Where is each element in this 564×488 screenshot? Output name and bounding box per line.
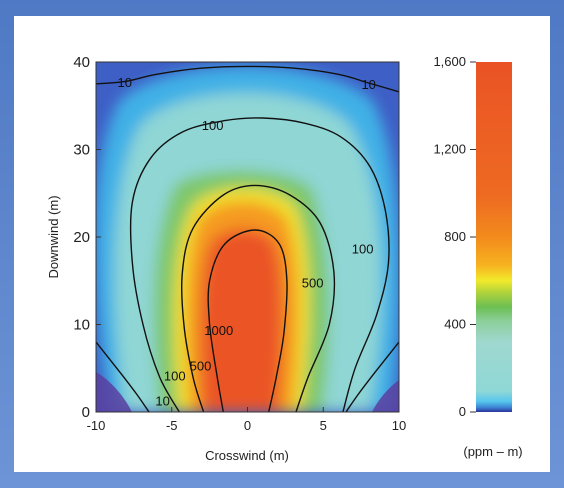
x-tick-label: 10 — [392, 418, 406, 433]
x-axis: -10 -5 0 5 10 — [87, 407, 406, 433]
x-axis-label: Crosswind (m) — [205, 448, 289, 463]
contour-label-100: 100 — [202, 118, 224, 133]
colorbar-label: (ppm – m) — [463, 444, 522, 459]
x-tick-label: -5 — [166, 418, 178, 433]
band-red — [200, 228, 283, 412]
colorbar — [476, 62, 512, 412]
contour-line-10 — [96, 341, 150, 412]
y-tick-label: 10 — [73, 317, 90, 334]
contour-label-100: 100 — [352, 241, 374, 256]
y-tick-label: 40 — [73, 54, 90, 71]
colorbar-tick-label: 0 — [459, 404, 466, 419]
contour-label-10: 10 — [118, 75, 132, 90]
x-tick-label: 0 — [244, 418, 251, 433]
colorbar-axis: 0 400 800 1,200 1,600 — [433, 54, 476, 419]
contour-label-100: 100 — [164, 368, 186, 383]
y-tick-label: 30 — [73, 142, 90, 159]
x-tick-label: 5 — [320, 418, 327, 433]
contour-label-1000: 1000 — [204, 323, 233, 338]
colorbar-tick-label: 800 — [444, 229, 466, 244]
contour-label-500: 500 — [190, 359, 212, 374]
y-axis: 0 10 20 30 40 — [73, 54, 101, 421]
contour-line-100 — [129, 117, 390, 412]
contour-line-10 — [345, 341, 399, 412]
contour-line-1000 — [207, 229, 288, 412]
contour-line-10 — [96, 65, 399, 93]
y-axis-label: Downwind (m) — [46, 195, 61, 278]
corner-purple-right — [372, 380, 399, 412]
y-tick-label: 20 — [73, 229, 90, 246]
contour-label-500: 500 — [302, 276, 324, 291]
y-tick-label: 0 — [82, 404, 90, 421]
corner-purple-left — [96, 372, 132, 412]
contour-labels: 10 10 10 100 100 100 500 500 1000 — [118, 75, 376, 409]
x-tick-label: -10 — [87, 418, 106, 433]
heatmap-field — [96, 62, 399, 412]
colorbar-tick-label: 400 — [444, 317, 466, 332]
contour-label-10: 10 — [155, 394, 169, 409]
contour-label-10: 10 — [361, 77, 375, 92]
colorbar-tick-label: 1,200 — [433, 142, 466, 157]
contour-lines — [96, 65, 399, 412]
colorbar-tick-label: 1,600 — [433, 54, 466, 69]
contour-line-500 — [180, 184, 336, 412]
